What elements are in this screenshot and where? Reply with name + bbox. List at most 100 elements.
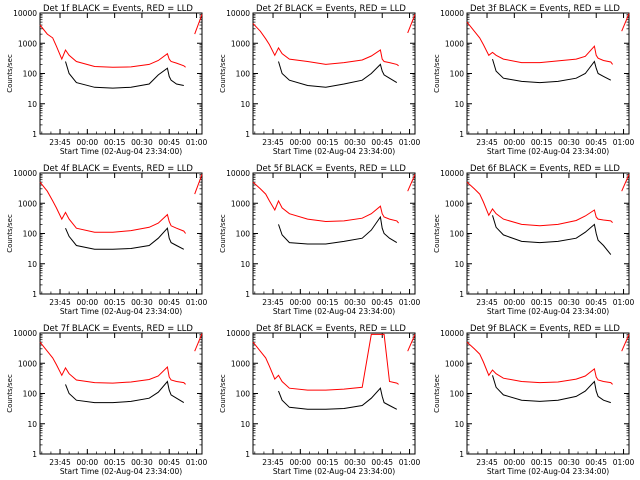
events-series-line (278, 387, 398, 410)
x-tick-label: 01:00 (186, 298, 208, 307)
lld-series-line (621, 13, 630, 32)
detector-panel: Det 9f BLACK = Events, RED = LLD 1 10 100 10… (433, 324, 635, 476)
panel-title: Det 6f BLACK = Events, RED = LLD (470, 164, 620, 174)
x-tick-label: 01:00 (399, 458, 421, 467)
y-axis-label: Counts/sec (433, 54, 441, 93)
lld-series-line (621, 174, 630, 192)
y-tick-label: 1000 (231, 359, 250, 368)
y-tick-label: 1 (245, 450, 250, 459)
lld-series-line (252, 181, 399, 224)
x-tick-label: 01:00 (613, 138, 635, 147)
x-tick-label: 00:00 (290, 138, 312, 147)
x-tick-label: 00:15 (531, 298, 553, 307)
y-tick-label: 100 (236, 70, 251, 79)
lld-series-line (252, 333, 399, 391)
detector-panel: Det 3f BLACK = Events, RED = LLD 1 10 100 10… (433, 4, 635, 156)
x-tick-label: 23:45 (262, 298, 284, 307)
y-tick-label: 1 (459, 290, 464, 299)
x-tick-label: 00:30 (131, 138, 153, 147)
y-tick-label: 1000 (445, 39, 464, 48)
x-tick-label: 01:00 (186, 458, 208, 467)
x-axis-label: Start Time (02-Aug-04 23:34:00) (60, 307, 182, 316)
x-tick-label: 01:00 (399, 138, 421, 147)
x-tick-label: 01:00 (613, 458, 635, 467)
y-tick-label: 1000 (445, 359, 464, 368)
x-tick-label: 23:45 (49, 138, 71, 147)
x-tick-label: 00:30 (131, 298, 153, 307)
detector-panel: Det 5f BLACK = Events, RED = LLD 1 10 100 10… (219, 164, 421, 316)
detector-panel: Det 8f BLACK = Events, RED = LLD 1 10 100 10… (219, 324, 421, 476)
plot-frame (39, 172, 203, 295)
y-tick-label: 1000 (18, 39, 37, 48)
x-tick-label: 00:45 (371, 138, 393, 147)
y-axis-label: Counts/sec (6, 374, 14, 413)
x-axis-label: Start Time (02-Aug-04 23:34:00) (273, 147, 395, 156)
y-tick-label: 1000 (445, 199, 464, 208)
x-tick-label: 01:00 (186, 138, 208, 147)
x-tick-label: 00:45 (585, 138, 607, 147)
x-tick-label: 00:30 (344, 298, 366, 307)
lld-series-line (39, 24, 186, 68)
y-axis-label: Counts/sec (219, 374, 227, 413)
y-axis-label: Counts/sec (219, 54, 227, 93)
lld-series-line (407, 174, 416, 192)
lld-series-line (39, 181, 186, 234)
lld-series-line (407, 14, 416, 34)
x-axis-label: Start Time (02-Aug-04 23:34:00) (60, 467, 182, 476)
plot-frame (252, 12, 416, 135)
lld-series-line (621, 334, 630, 352)
events-series-line (65, 61, 184, 89)
plot-frame (252, 332, 416, 455)
y-tick-label: 10 (27, 100, 37, 109)
x-tick-label: 00:15 (104, 138, 126, 147)
x-tick-label: 00:45 (158, 298, 180, 307)
x-tick-label: 00:15 (531, 138, 553, 147)
lld-series-line (466, 341, 613, 385)
y-tick-label: 10 (240, 260, 250, 269)
detector-panel: Det 6f BLACK = Events, RED = LLD 1 10 100 10… (433, 164, 635, 316)
y-axis-label: Counts/sec (433, 214, 441, 253)
panel-title: Det 4f BLACK = Events, RED = LLD (43, 164, 193, 174)
lld-series-line (466, 181, 613, 227)
x-tick-label: 00:00 (504, 298, 526, 307)
panel-title: Det 2f BLACK = Events, RED = LLD (256, 4, 406, 14)
y-tick-label: 1 (32, 290, 37, 299)
detector-panel: Det 1f BLACK = Events, RED = LLD 1 10 100 10… (6, 4, 208, 156)
x-tick-label: 23:45 (49, 458, 71, 467)
lld-series-line (466, 21, 613, 65)
y-tick-label: 1 (459, 130, 464, 139)
y-tick-label: 100 (450, 230, 465, 239)
y-tick-label: 10 (454, 420, 464, 429)
x-tick-label: 00:15 (531, 458, 553, 467)
y-tick-label: 10000 (13, 169, 37, 178)
y-tick-label: 10 (27, 260, 37, 269)
y-tick-label: 1 (245, 130, 250, 139)
y-tick-label: 1000 (231, 39, 250, 48)
x-tick-label: 00:00 (290, 458, 312, 467)
y-tick-label: 1000 (18, 359, 37, 368)
x-axis-label: Start Time (02-Aug-04 23:34:00) (487, 307, 609, 316)
x-axis-label: Start Time (02-Aug-04 23:34:00) (273, 467, 395, 476)
panel-title: Det 5f BLACK = Events, RED = LLD (256, 164, 406, 174)
plot-frame (466, 172, 630, 295)
panel-title: Det 9f BLACK = Events, RED = LLD (470, 324, 620, 334)
events-series-line (65, 227, 185, 250)
y-tick-label: 10 (240, 420, 250, 429)
events-series-line (65, 380, 185, 404)
x-axis-label: Start Time (02-Aug-04 23:34:00) (487, 467, 609, 476)
x-tick-label: 00:30 (558, 138, 580, 147)
panel-title: Det 7f BLACK = Events, RED = LLD (43, 324, 193, 334)
lld-series-line (407, 334, 416, 352)
x-tick-label: 00:00 (504, 138, 526, 147)
y-tick-label: 100 (23, 390, 38, 399)
y-tick-label: 10000 (226, 9, 250, 18)
x-tick-label: 23:45 (262, 458, 284, 467)
y-tick-label: 1000 (18, 199, 37, 208)
x-tick-label: 01:00 (613, 298, 635, 307)
x-tick-label: 00:30 (344, 458, 366, 467)
x-tick-label: 00:15 (104, 458, 126, 467)
y-tick-label: 1 (459, 450, 464, 459)
panel-title: Det 1f BLACK = Events, RED = LLD (43, 4, 193, 14)
x-tick-label: 00:15 (317, 458, 339, 467)
